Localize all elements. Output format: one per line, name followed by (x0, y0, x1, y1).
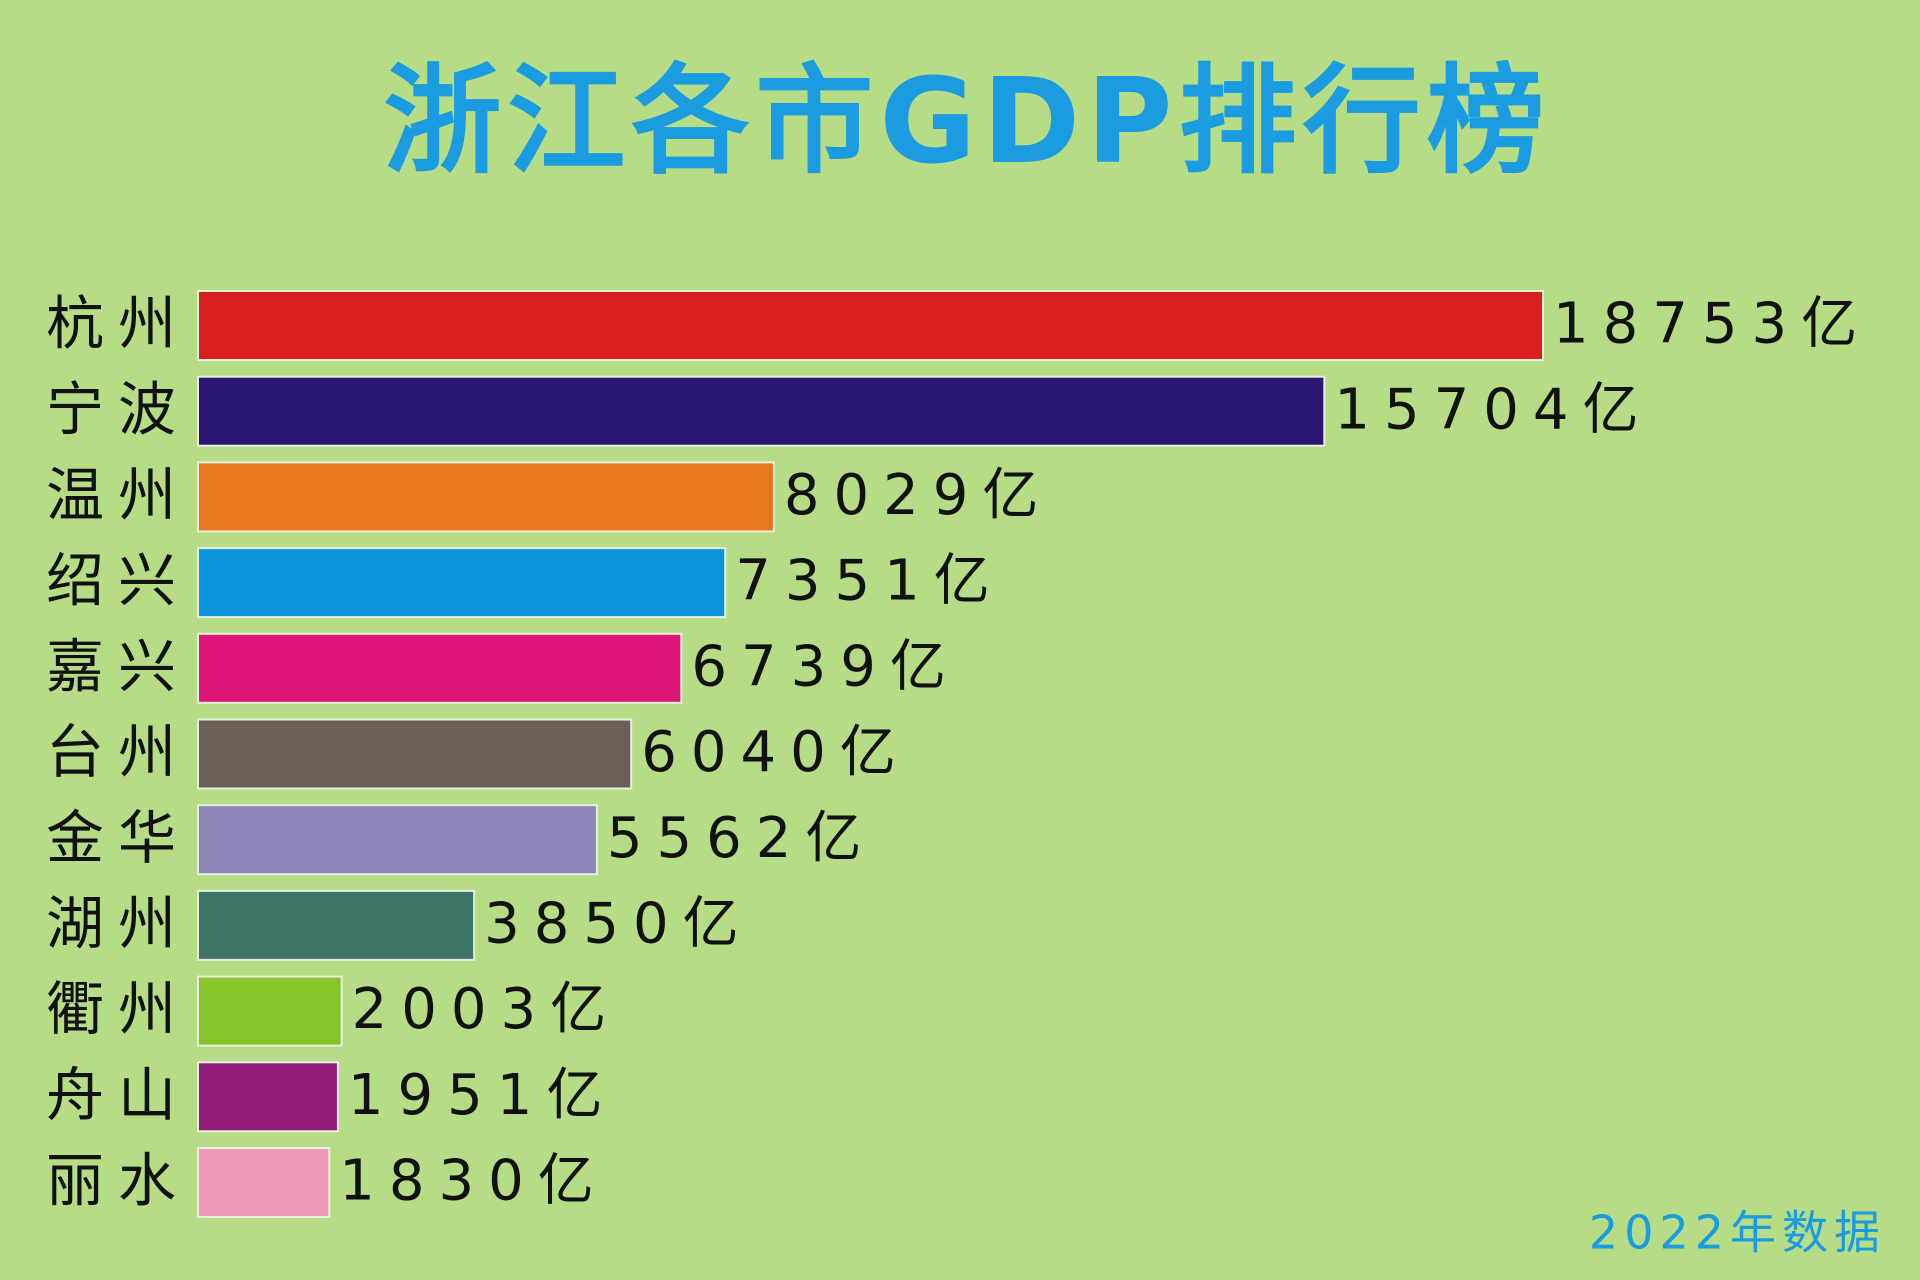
bar (197, 547, 727, 619)
category-label: 宁波 (46, 375, 190, 443)
category-label: 台州 (46, 718, 190, 786)
value-label: 18753亿 (1553, 292, 1871, 357)
category-label: 嘉兴 (46, 632, 190, 700)
value-label: 2003亿 (352, 977, 621, 1042)
bar (197, 889, 476, 961)
bar (197, 975, 343, 1047)
chart-title: 浙江各市GDP排行榜 (383, 52, 1550, 190)
value-label: 3850亿 (484, 892, 753, 957)
bar (197, 804, 598, 876)
category-label: 丽水 (46, 1147, 190, 1215)
category-label: 金华 (46, 804, 190, 872)
category-label: 温州 (46, 461, 190, 529)
value-label: 1951亿 (348, 1063, 617, 1128)
value-label: 5562亿 (607, 806, 876, 871)
value-label: 8029亿 (784, 463, 1053, 528)
value-label: 1830亿 (339, 1149, 608, 1214)
value-label: 6739亿 (691, 634, 960, 699)
note: 2022年数据 (1589, 1206, 1886, 1260)
bar (197, 1147, 331, 1218)
category-label: 衢州 (46, 975, 190, 1043)
bar (197, 290, 1544, 361)
value-label: 6040亿 (641, 720, 910, 785)
value-label: 7351亿 (735, 549, 1004, 614)
bar (197, 461, 775, 533)
category-label: 湖州 (46, 890, 190, 958)
category-label: 舟山 (46, 1061, 190, 1129)
category-label: 绍兴 (46, 547, 190, 615)
bar (197, 718, 633, 790)
value-label: 15704亿 (1334, 377, 1652, 442)
category-label: 杭州 (46, 290, 190, 358)
bar (197, 632, 683, 704)
bar (197, 1061, 339, 1133)
bar (197, 375, 1326, 447)
